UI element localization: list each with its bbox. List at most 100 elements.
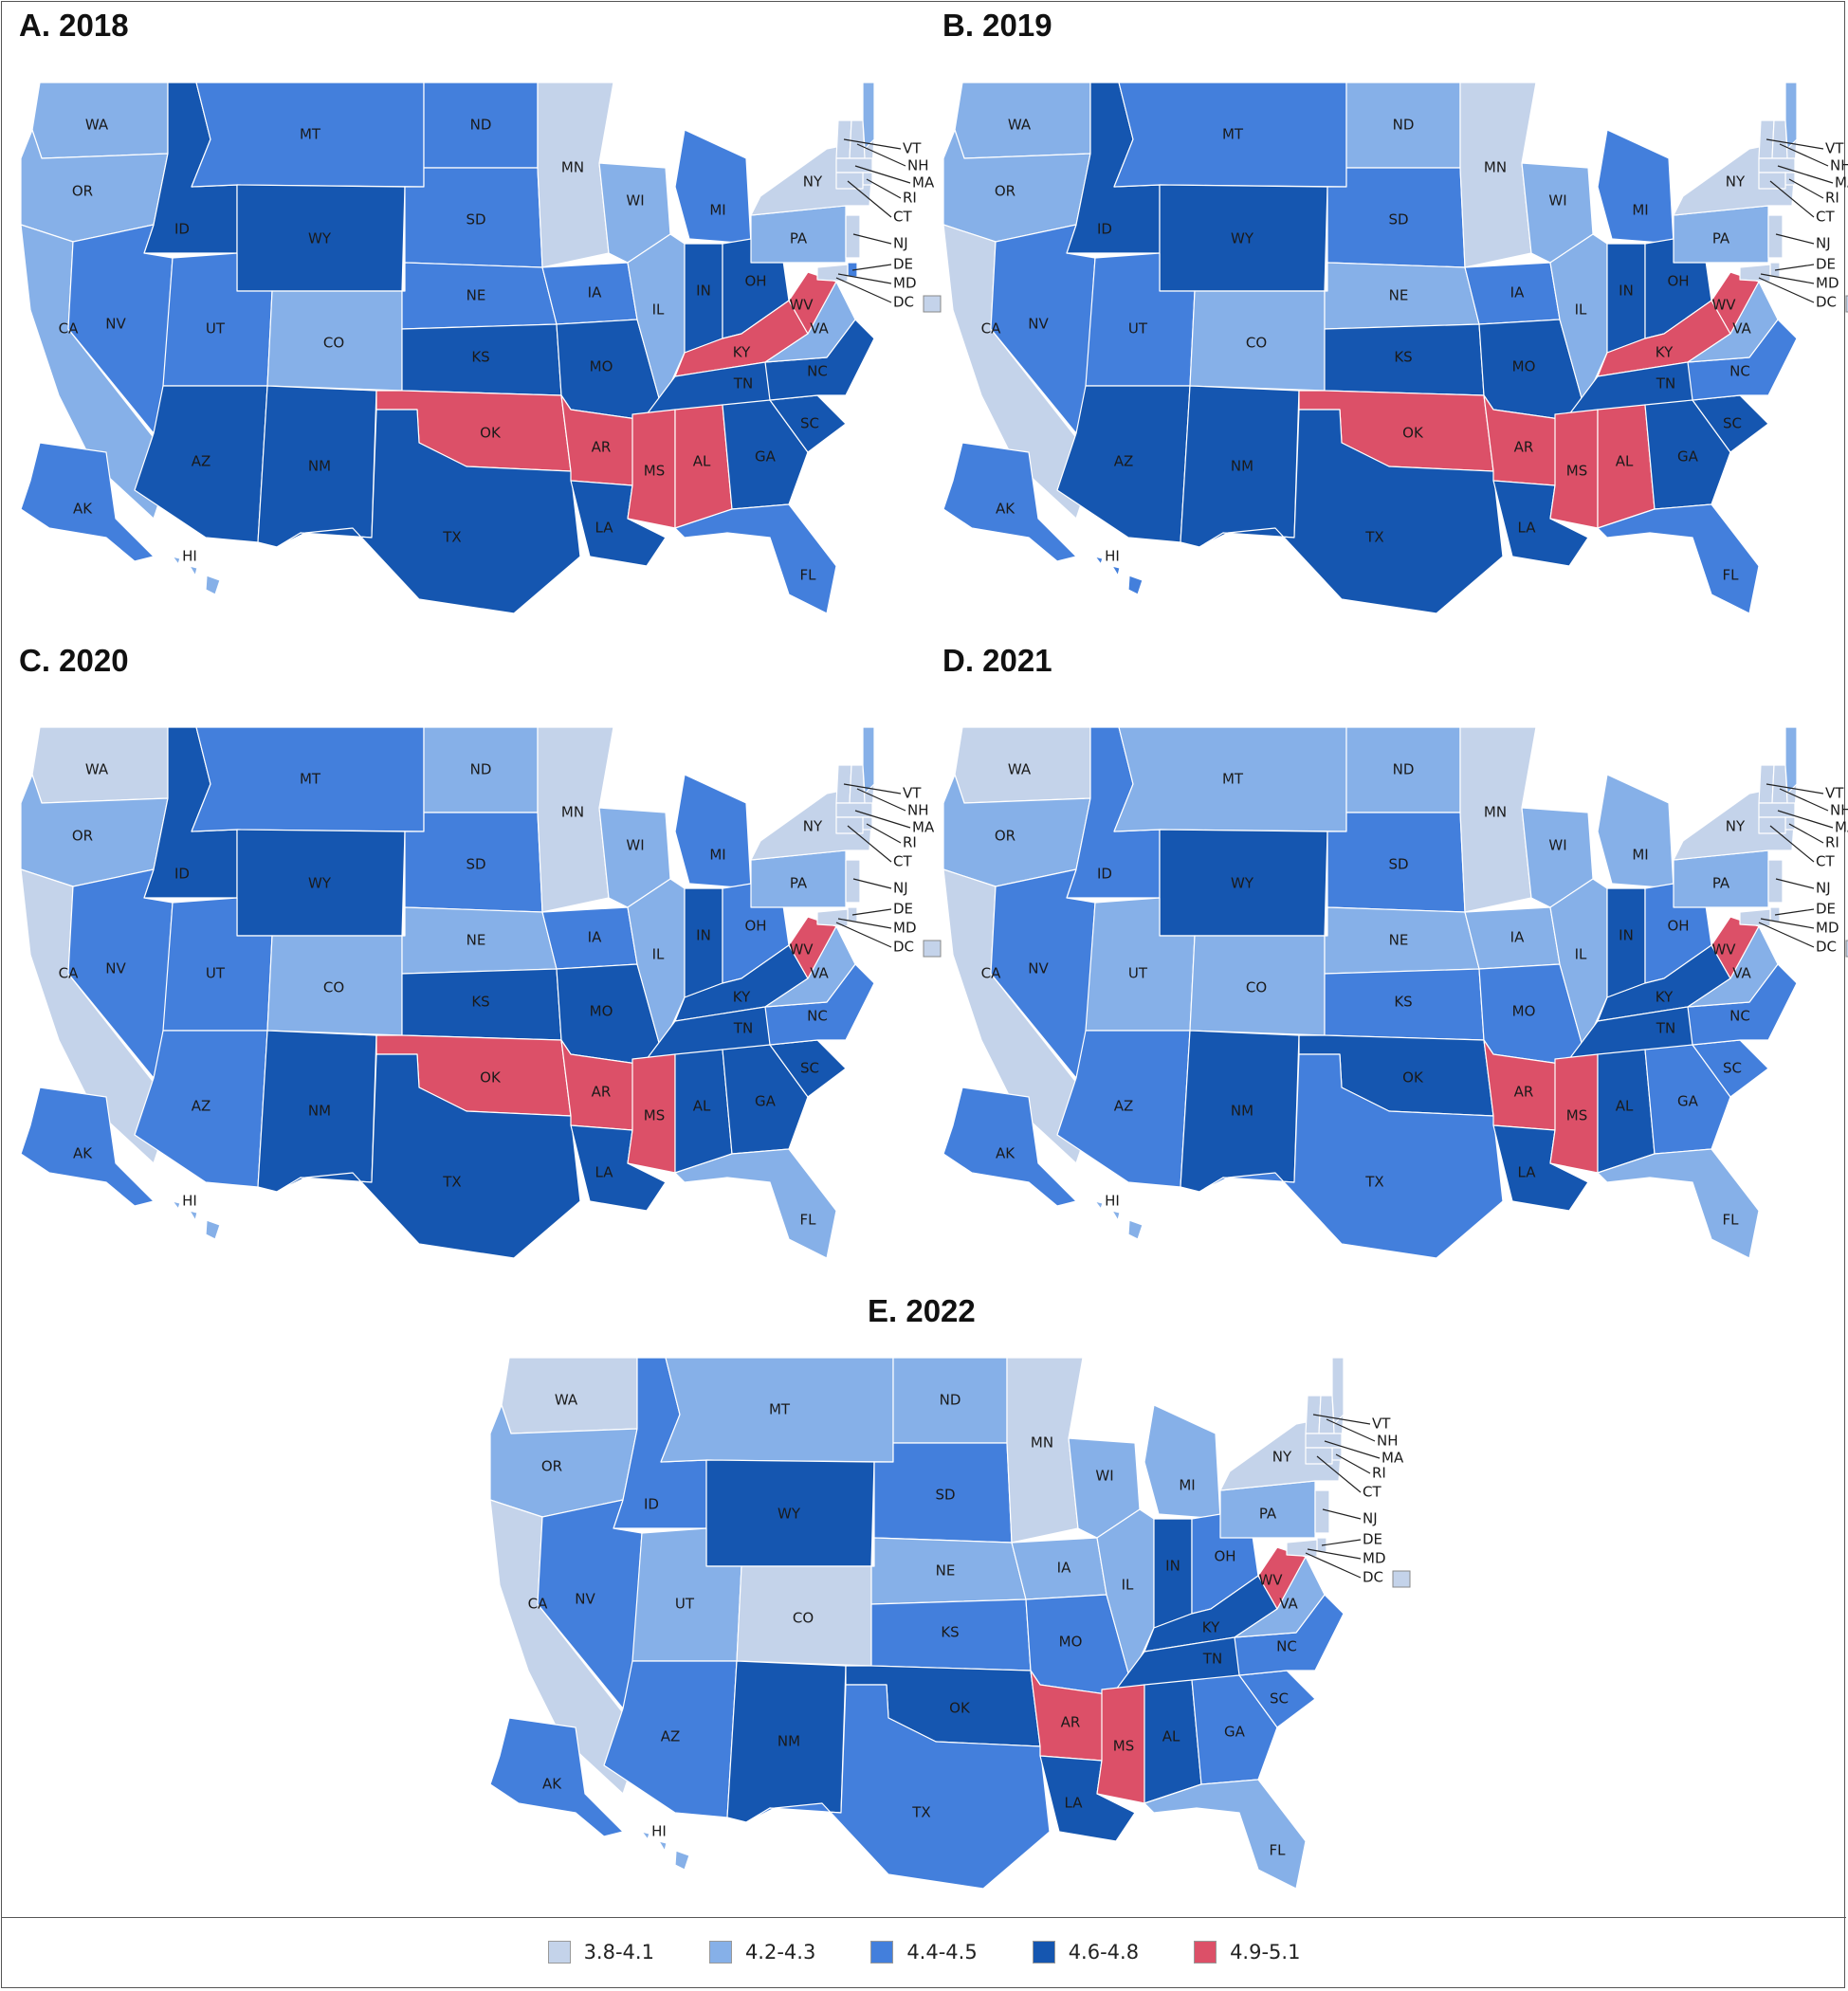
state-label: KY bbox=[733, 344, 751, 361]
state-label: WI bbox=[626, 192, 644, 210]
state-label: WA bbox=[85, 117, 109, 134]
callout-line bbox=[1760, 918, 1815, 929]
state-label: NE bbox=[1389, 287, 1409, 304]
state-label: TN bbox=[733, 1020, 753, 1037]
state-label: WA bbox=[85, 761, 109, 778]
state-label: MI bbox=[1179, 1477, 1195, 1494]
state-label: MD bbox=[1363, 1550, 1386, 1567]
state-label: NM bbox=[1231, 1103, 1253, 1120]
state-label: WI bbox=[1095, 1468, 1113, 1485]
state-label: SD bbox=[466, 856, 485, 873]
state-label: OR bbox=[995, 183, 1015, 200]
state-label: AL bbox=[1616, 1098, 1634, 1115]
state-label: PA bbox=[1259, 1506, 1277, 1523]
panel-title: E. 2022 bbox=[868, 1293, 976, 1328]
state-label: AR bbox=[1061, 1714, 1081, 1731]
state-label: NY bbox=[1726, 818, 1746, 835]
state-label: MT bbox=[1222, 771, 1244, 788]
state-label: OH bbox=[744, 273, 766, 290]
state-label: KY bbox=[733, 989, 751, 1006]
state-label: KY bbox=[1656, 344, 1674, 361]
callout-line bbox=[1326, 1418, 1376, 1442]
state-label: NM bbox=[1231, 458, 1253, 475]
state-label: RI bbox=[903, 834, 917, 851]
callout-line bbox=[1777, 810, 1834, 829]
legend-label: 3.8-4.1 bbox=[583, 1941, 654, 1964]
state-label: UT bbox=[206, 320, 226, 338]
state-label: CA bbox=[981, 320, 1001, 338]
callout-line bbox=[856, 788, 906, 812]
state-label: KY bbox=[1202, 1619, 1220, 1636]
state-label: VT bbox=[903, 140, 922, 157]
state-hi bbox=[1094, 556, 1144, 595]
legend-item: 4.4-4.5 bbox=[870, 1941, 978, 1964]
state-nj bbox=[1767, 859, 1784, 904]
state-label: CO bbox=[323, 979, 344, 996]
state-label: MI bbox=[709, 202, 725, 219]
state-label: ID bbox=[174, 866, 190, 883]
state-label: NM bbox=[308, 458, 331, 475]
state-label: MD bbox=[893, 920, 917, 937]
state-label: LA bbox=[595, 1164, 614, 1181]
state-label: AK bbox=[73, 501, 93, 518]
state-ri bbox=[1784, 816, 1796, 831]
state-label: SC bbox=[1270, 1690, 1289, 1708]
state-label: GA bbox=[755, 448, 777, 466]
legend-swatch bbox=[1032, 1941, 1055, 1964]
state-label: MN bbox=[561, 804, 584, 821]
state-md bbox=[1739, 908, 1771, 927]
state-label: SC bbox=[800, 415, 819, 432]
state-ma bbox=[835, 157, 873, 174]
state-label: AK bbox=[996, 501, 1015, 518]
state-label: MS bbox=[1113, 1738, 1134, 1755]
state-label: SC bbox=[1723, 415, 1742, 432]
state-label: HI bbox=[651, 1823, 667, 1840]
state-ga bbox=[1644, 1044, 1731, 1155]
state-ak bbox=[489, 1717, 624, 1837]
choropleth-map: WA OR CA ID NV MT WY UT CO AZ NM ND SD NE KS OK TX MN IA MO… bbox=[489, 1357, 1411, 1890]
state-label: MA bbox=[1381, 1450, 1404, 1467]
state-ma bbox=[1305, 1433, 1343, 1449]
state-label: HI bbox=[182, 1193, 197, 1210]
state-mi bbox=[674, 129, 752, 245]
state-label: LA bbox=[1518, 1164, 1537, 1181]
state-label: RI bbox=[1825, 834, 1839, 851]
callout-line bbox=[837, 273, 892, 284]
callout-line bbox=[852, 233, 892, 245]
state-ct bbox=[1758, 172, 1786, 190]
state-label: HI bbox=[182, 548, 197, 565]
state-ga bbox=[1191, 1674, 1278, 1785]
callout-line bbox=[843, 138, 902, 150]
callout-line bbox=[1322, 1508, 1362, 1520]
legend-item: 3.8-4.1 bbox=[547, 1941, 654, 1964]
callout-line bbox=[1766, 138, 1824, 150]
state-label: WV bbox=[1711, 941, 1736, 959]
state-wv bbox=[1711, 916, 1760, 979]
callout-line bbox=[1312, 1414, 1371, 1425]
state-label: DC bbox=[893, 939, 914, 956]
state-label: SD bbox=[935, 1487, 955, 1504]
state-label: IA bbox=[1510, 284, 1525, 301]
state-mi bbox=[1597, 129, 1674, 245]
state-me bbox=[1784, 726, 1798, 795]
callout-line bbox=[837, 918, 892, 929]
state-hi bbox=[172, 1200, 221, 1240]
state-label: WA bbox=[555, 1392, 578, 1409]
callout-line bbox=[856, 143, 906, 167]
state-label: IN bbox=[1619, 283, 1634, 300]
callout-line bbox=[852, 878, 892, 889]
state-label: MA bbox=[1835, 174, 1848, 192]
state-label: WI bbox=[626, 837, 644, 854]
legend-swatch bbox=[870, 1941, 894, 1964]
state-ct bbox=[1758, 816, 1786, 834]
state-label: NC bbox=[1276, 1638, 1297, 1655]
state-label: IL bbox=[1575, 301, 1587, 319]
state-label: AR bbox=[1514, 439, 1534, 456]
state-label: MA bbox=[912, 174, 935, 192]
state-label: WV bbox=[789, 941, 814, 959]
state-label: MD bbox=[1816, 275, 1839, 292]
panel-title: C. 2020 bbox=[19, 643, 129, 678]
state-label: MS bbox=[644, 1107, 665, 1124]
state-label: AK bbox=[996, 1145, 1015, 1162]
